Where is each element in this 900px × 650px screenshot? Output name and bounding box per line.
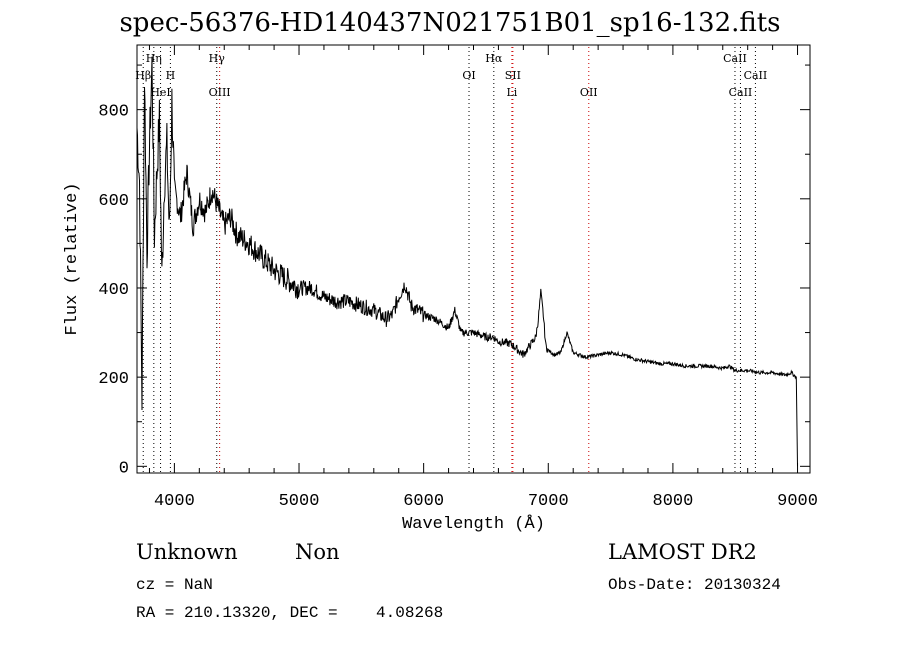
line-label: Hα (485, 52, 503, 65)
y-tick-label: 200 (98, 370, 129, 389)
line-label: Li (506, 86, 517, 99)
y-tick-label: 0 (119, 459, 129, 478)
line-label: SII (505, 69, 521, 82)
x-tick-label: 9000 (777, 492, 818, 511)
y-tick-label: 800 (98, 103, 129, 122)
line-label: OI (462, 69, 475, 82)
spectral-class: Unknown (136, 540, 238, 564)
line-label: CaII (723, 52, 747, 65)
line-label: Hγ (209, 52, 226, 65)
line-label: CaII (729, 86, 753, 99)
chart-title: spec-56376-HD140437N021751B01_sp16-132.f… (119, 8, 781, 38)
spectrum-line (136, 56, 798, 467)
x-tick-label: 5000 (279, 492, 320, 511)
x-tick-label: 8000 (653, 492, 694, 511)
y-tick-label: 400 (98, 281, 129, 300)
line-label: CaII (744, 69, 768, 82)
line-label: OII (580, 86, 598, 99)
y-axis-label: Flux (relative) (63, 182, 82, 335)
plot-frame (136, 44, 811, 474)
line-label: HeI (150, 86, 170, 99)
x-tick-label: 4000 (154, 492, 195, 511)
x-tick-label: 6000 (403, 492, 444, 511)
obs-date-label: Obs-Date: 20130324 (608, 576, 781, 594)
coordinates-label: RA = 210.13320, DEC = 4.08268 (136, 604, 444, 622)
line-label: H (166, 69, 176, 82)
line-label: Hβ (135, 69, 151, 82)
x-tick-label: 7000 (528, 492, 569, 511)
redshift-label: cz = NaN (136, 576, 213, 594)
survey-label: LAMOST DR2 (608, 540, 757, 564)
spectral-subclass: Non (295, 540, 340, 564)
line-label: OIII (209, 86, 231, 99)
y-tick-label: 600 (98, 192, 129, 211)
x-axis-label: Wavelength (Å) (402, 515, 545, 534)
line-label: Hη (146, 52, 162, 65)
